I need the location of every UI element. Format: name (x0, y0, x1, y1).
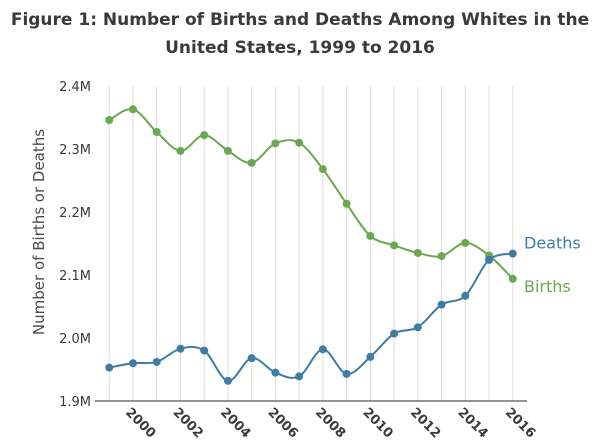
series-group (105, 105, 517, 385)
births-point-2005 (247, 158, 256, 167)
x-tick-2002: 2002 (170, 405, 206, 441)
deaths-point-2009 (342, 369, 351, 378)
births-point-2007 (295, 138, 304, 147)
births-point-2013 (437, 252, 446, 261)
births-point-2006 (271, 139, 280, 148)
births-point-2014 (461, 238, 470, 247)
x-tick-2008: 2008 (312, 405, 348, 441)
x-tick-2012: 2012 (407, 405, 443, 441)
deaths-point-2006 (271, 368, 280, 377)
deaths-point-2010 (366, 352, 375, 361)
deaths-point-2001 (152, 357, 161, 366)
deaths-point-2012 (413, 323, 422, 332)
y-tick-2.2M: 2.2M (59, 206, 91, 221)
deaths-point-2002 (176, 344, 185, 353)
y-tick-2.0M: 2.0M (59, 332, 91, 347)
deaths-point-2005 (247, 354, 256, 363)
births-point-2010 (366, 231, 375, 240)
births-point-2003 (200, 131, 209, 140)
births-point-2012 (413, 248, 422, 257)
y-tick-2.3M: 2.3M (59, 143, 91, 158)
deaths-point-2008 (318, 345, 327, 354)
deaths-line (109, 252, 514, 382)
x-tick-2000: 2000 (122, 405, 158, 441)
x-tick-2004: 2004 (217, 405, 253, 441)
deaths-series-label: Deaths (524, 234, 581, 253)
births-point-2001 (152, 127, 161, 136)
deaths-point-2013 (437, 300, 446, 309)
y-tick-2.1M: 2.1M (59, 269, 91, 284)
chart-title: Figure 1: Number of Births and Deaths Am… (10, 10, 590, 58)
grid-lines (108, 86, 514, 401)
deaths-point-1999 (105, 363, 114, 372)
deaths-point-2000 (128, 359, 137, 368)
deaths-point-2016 (508, 249, 517, 258)
births-point-1999 (105, 116, 114, 125)
y-tick-2.4M: 2.4M (59, 80, 91, 95)
births-point-2004 (223, 146, 232, 155)
deaths-point-2003 (200, 346, 209, 355)
births-point-2000 (128, 105, 137, 114)
x-tick-2010: 2010 (360, 405, 396, 441)
x-tick-2016: 2016 (502, 405, 538, 441)
deaths-point-2007 (295, 372, 304, 381)
y-tick-1.9M: 1.9M (59, 395, 91, 410)
births-point-2008 (318, 165, 327, 174)
x-tick-2006: 2006 (265, 405, 301, 441)
births-point-2016 (508, 274, 517, 283)
y-axis-label: Number of Births or Deaths (30, 129, 48, 335)
births-series-label: Births (524, 277, 571, 296)
deaths-point-2014 (461, 291, 470, 300)
y-tick-labels: 2.4M 2.3M 2.2M 2.1M 2.0M 1.9M (59, 80, 91, 410)
x-tick-2014: 2014 (454, 405, 490, 441)
births-point-2011 (390, 241, 399, 250)
births-point-2002 (176, 146, 185, 155)
deaths-point-2015 (485, 255, 494, 264)
deaths-point-2011 (390, 329, 399, 338)
x-tick-labels: 2000 2002 2004 2006 2008 2010 2012 2014 2016 (122, 405, 538, 441)
deaths-point-2004 (223, 376, 232, 385)
births-line (108, 108, 514, 280)
series-labels: Births Deaths (524, 234, 581, 296)
births-point-2009 (342, 199, 351, 208)
